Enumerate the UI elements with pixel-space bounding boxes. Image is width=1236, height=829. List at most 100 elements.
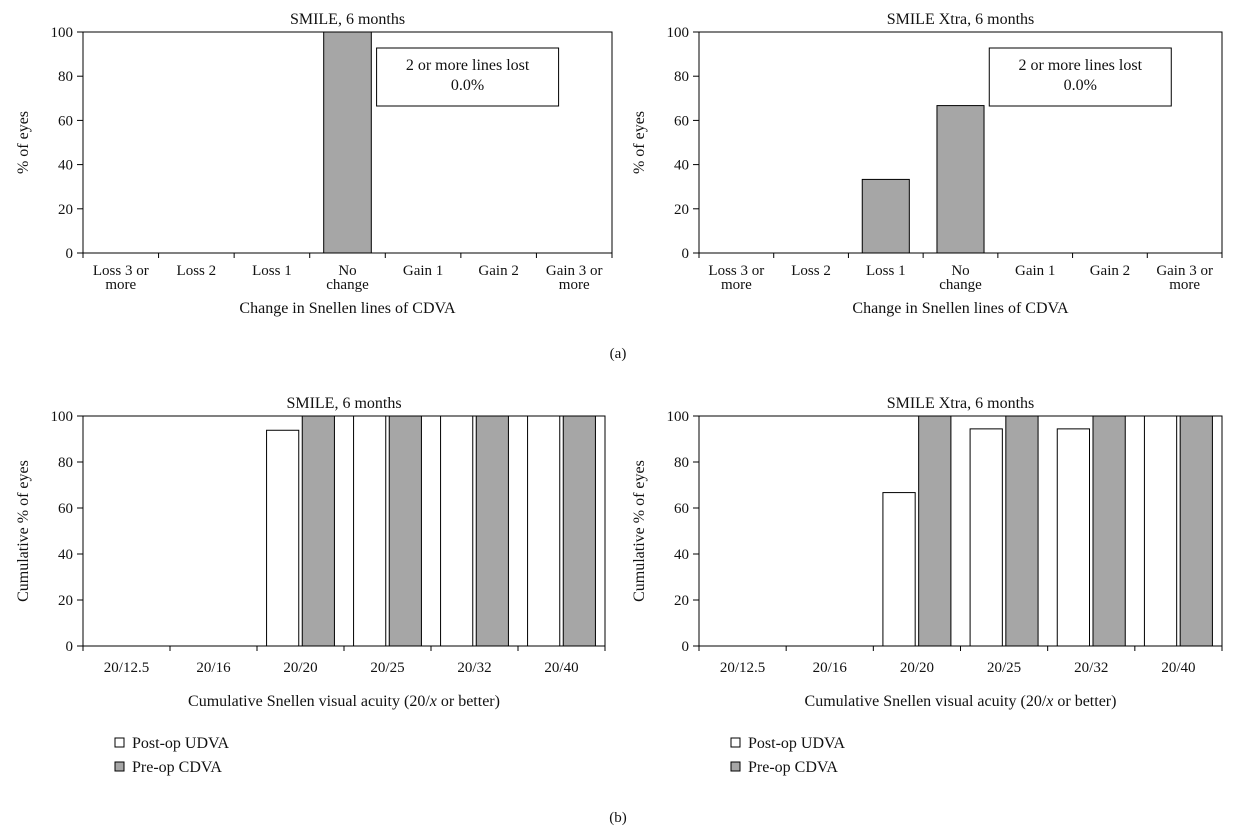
y-tick-label: 80 <box>674 69 689 85</box>
y-tick-label: 20 <box>674 202 689 218</box>
annotation-text: 0.0% <box>1064 77 1097 94</box>
plot-frame <box>698 415 1223 647</box>
bar-post-op-udva-3 <box>969 428 1003 647</box>
y-tick-label: 0 <box>66 639 74 655</box>
x-tick-label: Gain 1 <box>1015 263 1055 279</box>
y-tick-label: 60 <box>58 501 73 517</box>
y-axis-label: Cumulative % of eyes <box>15 460 32 602</box>
y-tick-label: 20 <box>58 593 73 609</box>
chart-title: SMILE Xtra, 6 months <box>887 395 1035 412</box>
bar-pre-op-cdva-4 <box>475 415 509 647</box>
y-tick-label: 60 <box>674 501 689 517</box>
bar-pre-op-cdva-5 <box>1179 415 1213 647</box>
y-tick-label: 40 <box>58 547 73 563</box>
legend-label: Pre-op CDVA <box>132 759 222 776</box>
x-tick-label: Gain 2 <box>478 263 518 279</box>
x-tick-label: 20/25 <box>370 660 404 676</box>
x-tick-label: No <box>338 263 356 279</box>
x-tick-label: 20/40 <box>544 660 578 676</box>
bar-post-op-udva-3 <box>353 415 387 647</box>
chart-title: SMILE, 6 months <box>290 11 405 28</box>
x-tick-label: 20/16 <box>813 660 848 676</box>
bar-pre-op-cdva-3 <box>388 415 422 647</box>
x-tick-label: more <box>1169 277 1200 293</box>
chart-2: SMILE Xtra, 6 months 0 20 40 60 80 100 Loss 3 o… <box>631 11 1223 317</box>
annotation-box <box>988 47 1172 107</box>
y-tick-label: 100 <box>667 25 690 41</box>
x-tick-label: Gain 3 or <box>1156 263 1213 279</box>
bar-post-op-udva-5 <box>527 415 561 647</box>
panel-label-a: (a) <box>610 346 627 362</box>
x-tick-label: 20/20 <box>900 660 934 676</box>
x-tick-label: Loss 1 <box>866 263 906 279</box>
x-tick-label: 20/12.5 <box>104 660 149 676</box>
legend-swatch <box>730 761 741 772</box>
x-axis-label: Cumulative Snellen visual acuity (20/x o… <box>805 693 1117 710</box>
annotation-text: 2 or more lines lost <box>406 57 530 74</box>
x-tick-label: Loss 2 <box>791 263 831 279</box>
bar-post-op-udva-4 <box>440 415 474 647</box>
legend-swatch <box>114 737 125 748</box>
bar-3 <box>323 31 372 254</box>
legend-label: Pre-op CDVA <box>748 759 838 776</box>
chart-3: SMILE, 6 months 0 20 40 60 80 100 20/12.5 20/16 2… <box>15 395 606 776</box>
y-tick-label: 40 <box>674 547 689 563</box>
x-tick-label: Gain 3 or <box>546 263 603 279</box>
y-axis-label: % of eyes <box>631 111 648 174</box>
annotation-text: 2 or more lines lost <box>1018 57 1142 74</box>
legend: Post-op UDVA Pre-op CDVA <box>730 735 846 776</box>
x-tick-label: Loss 3 or <box>708 263 764 279</box>
bar-pre-op-cdva-5 <box>562 415 596 647</box>
bar-pre-op-cdva-2 <box>918 415 952 647</box>
x-axis-label: Change in Snellen lines of CDVA <box>239 300 456 317</box>
y-tick-label: 0 <box>682 639 690 655</box>
bar-pre-op-cdva-3 <box>1005 415 1039 647</box>
y-tick-label: 100 <box>51 25 74 41</box>
x-axis-label: Change in Snellen lines of CDVA <box>852 300 1069 317</box>
y-tick-label: 100 <box>51 409 74 425</box>
legend-swatch <box>114 761 125 772</box>
chart-title: SMILE, 6 months <box>286 395 401 412</box>
x-tick-label: Gain 1 <box>403 263 443 279</box>
bar-post-op-udva-5 <box>1143 415 1178 647</box>
x-tick-label: Loss 2 <box>177 263 217 279</box>
x-tick-label: 20/32 <box>457 660 491 676</box>
x-tick-label: 20/20 <box>283 660 317 676</box>
y-tick-label: 0 <box>682 246 690 262</box>
chart-title: SMILE Xtra, 6 months <box>887 11 1035 28</box>
bar-2 <box>861 178 910 254</box>
y-axis-label: Cumulative % of eyes <box>631 460 648 602</box>
bar-pre-op-cdva-4 <box>1092 415 1126 647</box>
x-tick-label: 20/32 <box>1074 660 1108 676</box>
y-tick-label: 60 <box>58 113 73 129</box>
x-tick-label: 20/16 <box>196 660 231 676</box>
y-tick-label: 0 <box>66 246 74 262</box>
x-tick-label: Loss 1 <box>252 263 292 279</box>
legend: Post-op UDVA Pre-op CDVA <box>114 735 230 776</box>
x-tick-label: 20/12.5 <box>720 660 765 676</box>
bar-pre-op-cdva-2 <box>301 415 335 647</box>
x-tick-label: Loss 3 or <box>93 263 149 279</box>
bar-post-op-udva-2 <box>266 429 300 647</box>
x-tick-label: change <box>326 277 369 293</box>
y-tick-label: 40 <box>674 158 689 174</box>
plot-frame <box>82 415 606 647</box>
bar-3 <box>936 105 985 254</box>
x-tick-label: change <box>939 277 982 293</box>
y-tick-label: 80 <box>58 455 73 471</box>
legend-label: Post-op UDVA <box>748 735 846 752</box>
x-axis-label: Cumulative Snellen visual acuity (20/x o… <box>188 693 500 710</box>
y-tick-label: 20 <box>674 593 689 609</box>
bar-post-op-udva-4 <box>1056 428 1091 647</box>
x-tick-label: more <box>105 277 136 293</box>
y-axis-label: % of eyes <box>15 111 32 174</box>
bar-post-op-udva-2 <box>882 492 916 647</box>
x-tick-label: more <box>559 277 590 293</box>
y-tick-label: 60 <box>674 113 689 129</box>
x-tick-label: 20/40 <box>1161 660 1195 676</box>
legend-label: Post-op UDVA <box>132 735 230 752</box>
legend-swatch <box>730 737 741 748</box>
x-tick-label: Gain 2 <box>1090 263 1130 279</box>
